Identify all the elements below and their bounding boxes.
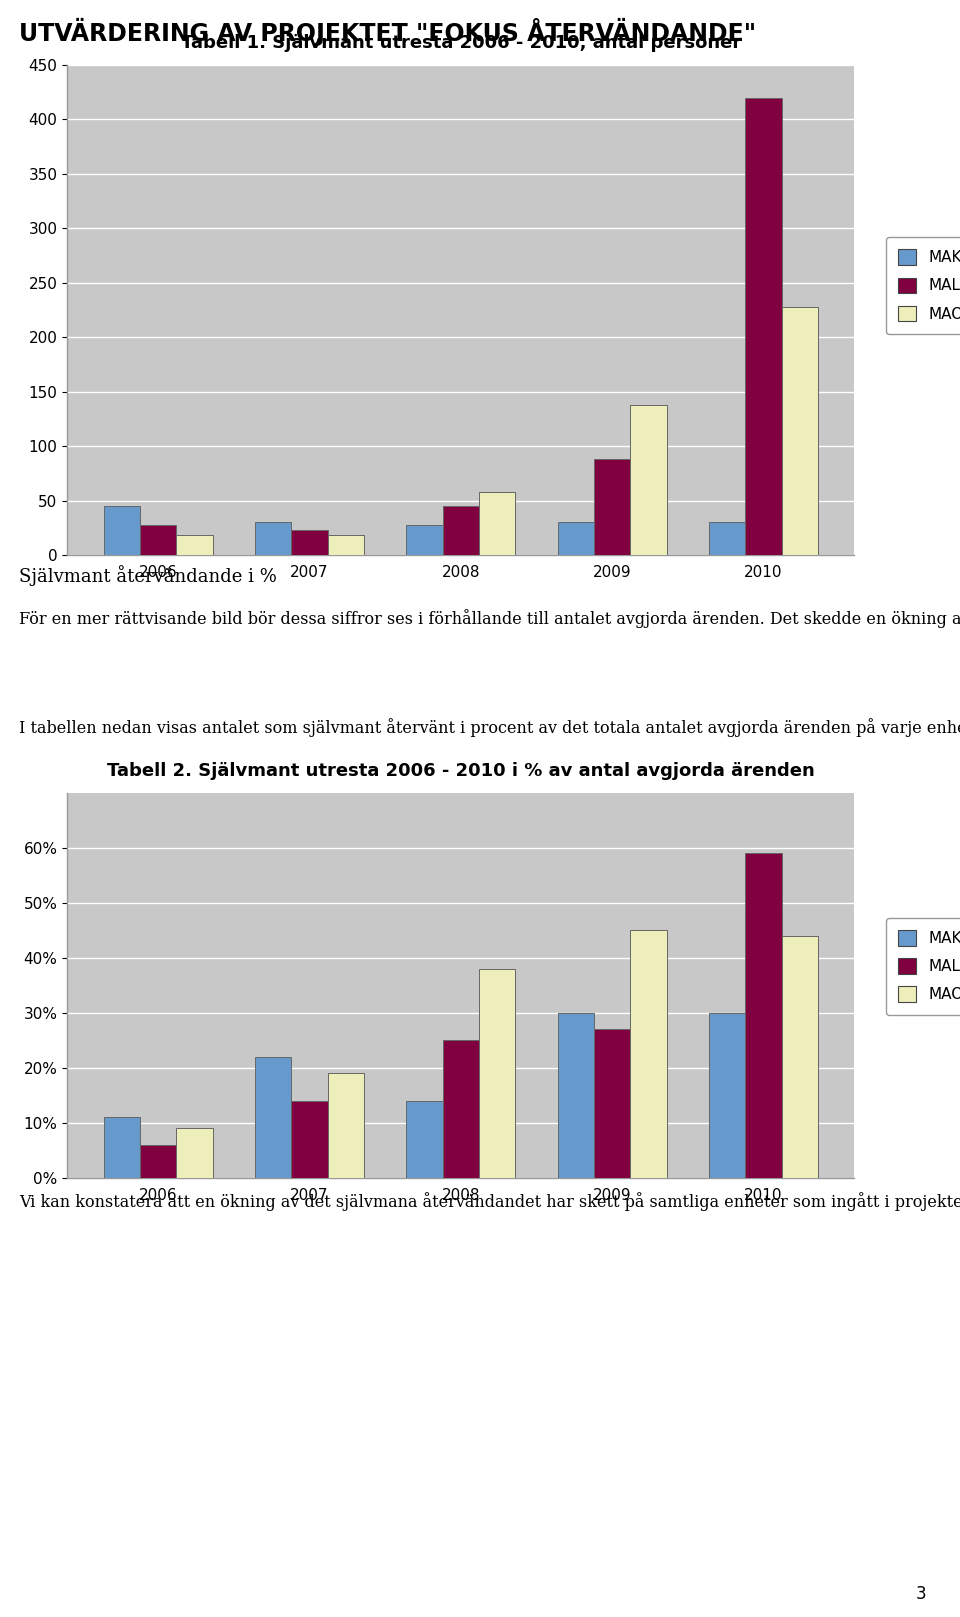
Bar — [709, 522, 745, 555]
Bar — [255, 1058, 291, 1179]
Bar — [291, 1101, 327, 1179]
Bar — [140, 524, 177, 555]
Bar — [479, 969, 516, 1179]
Bar — [255, 522, 291, 555]
Bar — [558, 1012, 594, 1179]
Legend: MAKM, MALBM, MAOM: MAKM, MALBM, MAOM — [886, 918, 960, 1015]
Legend: MAKM, MALBM, MAOM: MAKM, MALBM, MAOM — [886, 238, 960, 335]
Bar — [140, 1145, 177, 1179]
Bar — [327, 535, 364, 555]
Bar — [631, 930, 666, 1179]
Text: För en mer rättvisande bild bör dessa siffror ses i förhållande till antalet avg: För en mer rättvisande bild bör dessa si… — [19, 608, 960, 627]
Bar — [291, 530, 327, 555]
Text: Självmant återvändande i %: Självmant återvändande i % — [19, 564, 277, 585]
Bar — [709, 1012, 745, 1179]
Bar — [104, 506, 140, 555]
Bar — [745, 97, 781, 555]
Text: 3: 3 — [916, 1585, 926, 1602]
Text: Vi kan konstatera att en ökning av det självmana återvändandet har skett på samt: Vi kan konstatera att en ökning av det s… — [19, 1192, 960, 1211]
Bar — [558, 522, 594, 555]
Bar — [406, 524, 443, 555]
Bar — [745, 854, 781, 1179]
Text: UTVÄRDERING AV PROJEKTET "FOKUS ÅTERVÄNDANDE": UTVÄRDERING AV PROJEKTET "FOKUS ÅTERVÄND… — [19, 18, 756, 45]
Bar — [479, 492, 516, 555]
Bar — [594, 459, 631, 555]
Bar — [104, 1117, 140, 1179]
Bar — [177, 535, 212, 555]
Bar — [443, 1040, 479, 1179]
Bar — [177, 1129, 212, 1179]
Bar — [327, 1074, 364, 1179]
Title: Tabell 2. Självmant utresta 2006 - 2010 i % av antal avgjorda ärenden: Tabell 2. Självmant utresta 2006 - 2010 … — [107, 762, 815, 781]
Bar — [781, 936, 818, 1179]
Bar — [781, 307, 818, 555]
Bar — [406, 1101, 443, 1179]
Bar — [443, 506, 479, 555]
Title: Tabell 1. Självmant utresta 2006 - 2010, antal personer: Tabell 1. Självmant utresta 2006 - 2010,… — [180, 34, 741, 52]
Text: I tabellen nedan visas antalet som självmant återvänt i procent av det totala an: I tabellen nedan visas antalet som själv… — [19, 718, 960, 736]
Bar — [594, 1030, 631, 1179]
Bar — [631, 404, 666, 555]
